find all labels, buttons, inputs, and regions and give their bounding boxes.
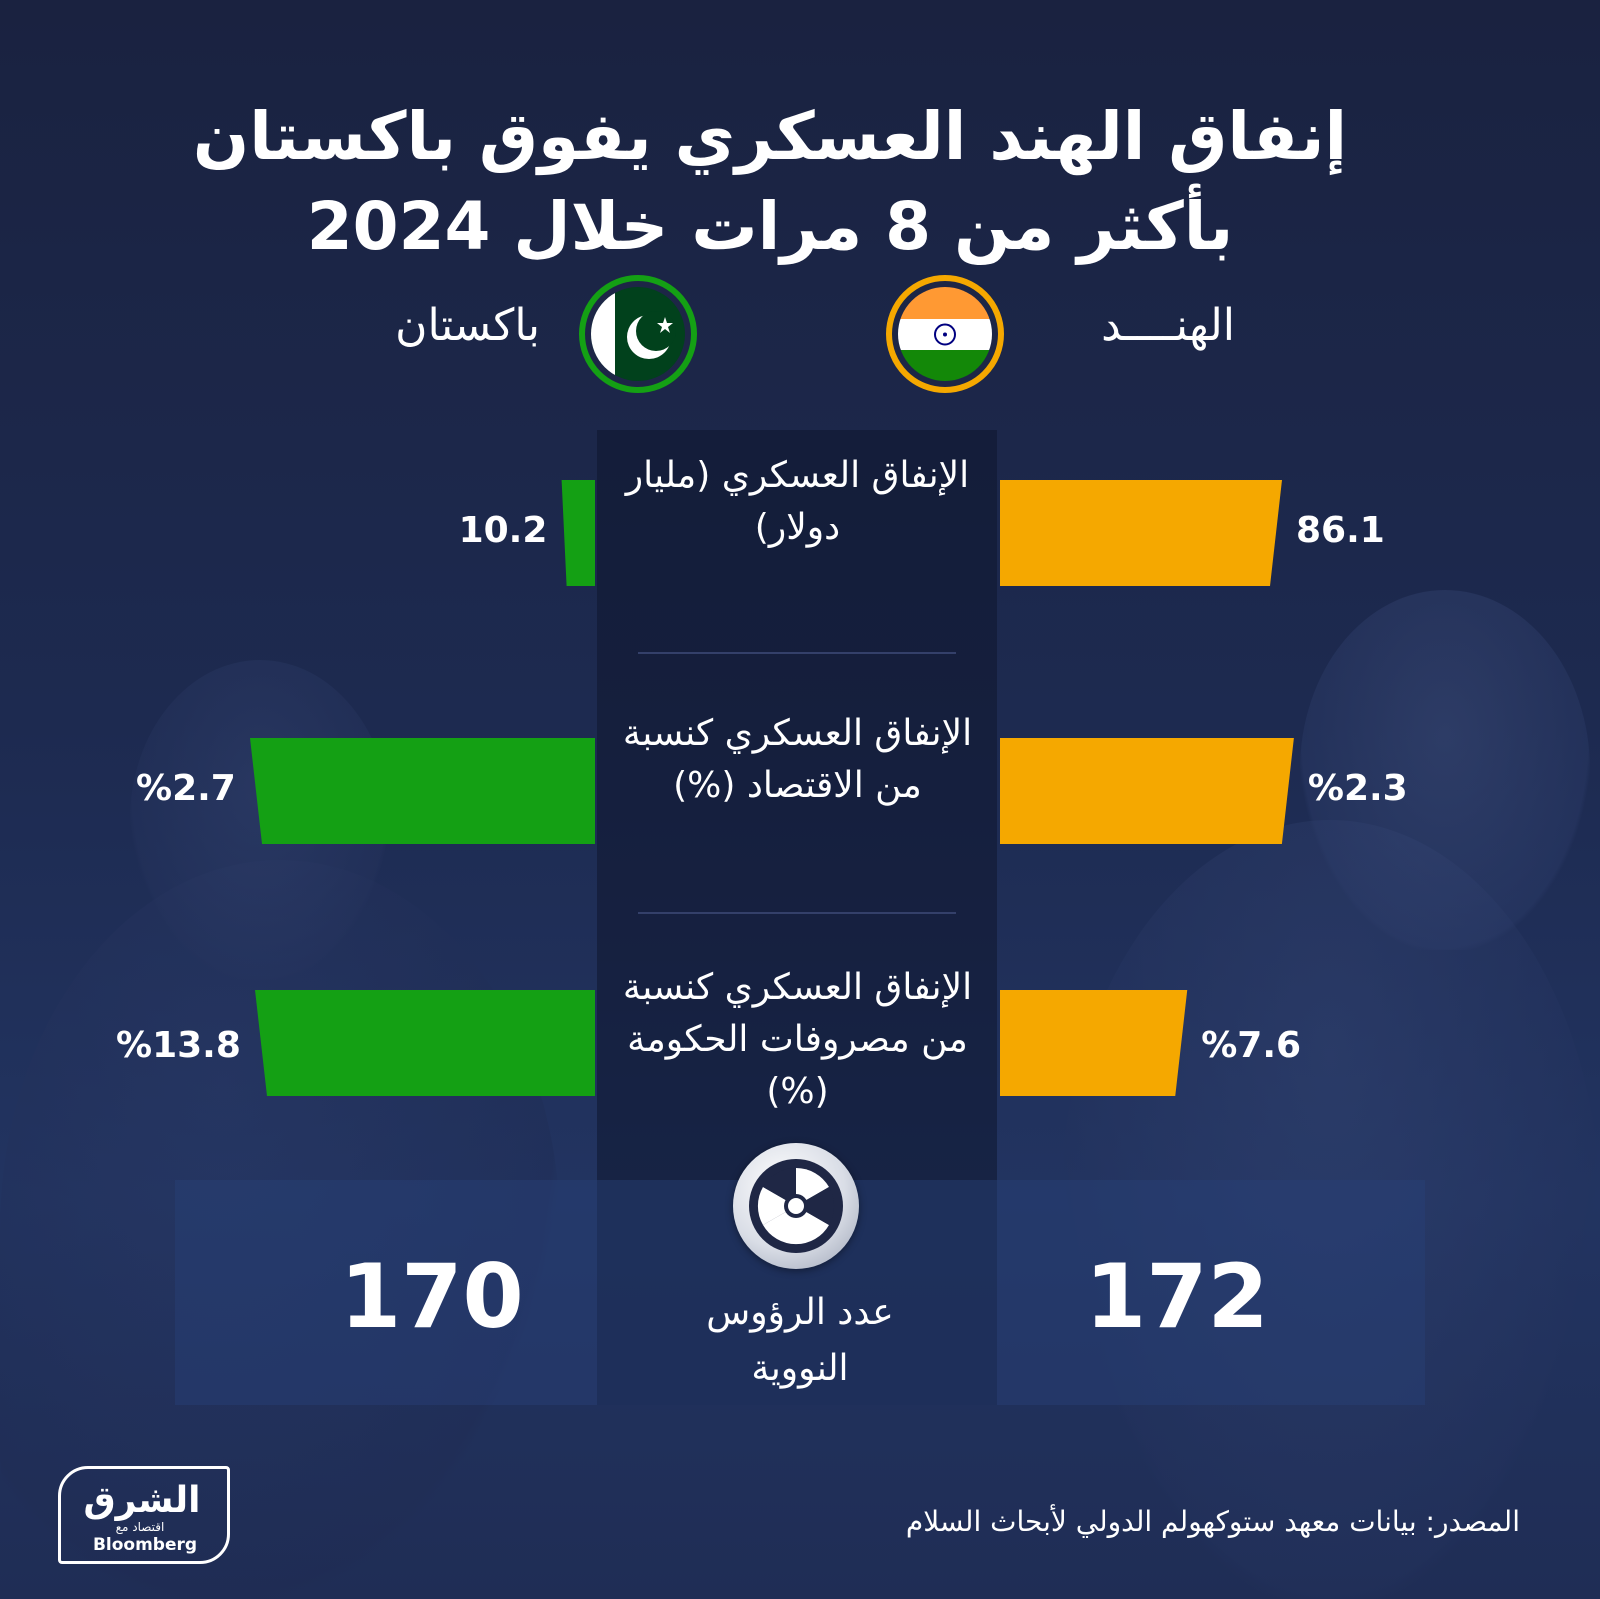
pakistan-name: باكستان bbox=[395, 300, 540, 351]
source-note: المصدر: بيانات معهد ستوكهولم الدولي لأبح… bbox=[905, 1505, 1520, 1538]
pakistan-value-gov-share: %13.8 bbox=[116, 1025, 241, 1066]
india-flag-icon bbox=[886, 275, 1004, 393]
india-value-gov-share: %7.6 bbox=[1201, 1025, 1302, 1066]
logo-arabic: الشرق bbox=[83, 1480, 201, 1521]
background-photo-right-head bbox=[1300, 590, 1590, 950]
divider-2 bbox=[638, 912, 956, 914]
metric-label-spending: الإنفاق العسكري (مليار دولار) bbox=[625, 455, 970, 548]
india-bar-2 bbox=[1000, 990, 1188, 1096]
india-value-gdp-share: %2.3 bbox=[1307, 768, 1408, 809]
background-photo-left bbox=[0, 860, 560, 1599]
india-name: الهنــــد bbox=[1101, 300, 1235, 351]
pakistan-value-spending: 10.2 bbox=[458, 510, 548, 551]
pakistan-flag-icon bbox=[579, 275, 697, 393]
logo-bloomberg: Bloomberg bbox=[92, 1535, 198, 1555]
india-value-spending: 86.1 bbox=[1296, 510, 1385, 551]
india-bar-1 bbox=[1000, 738, 1294, 844]
metric-label-gov-share: الإنفاق العسكري كنسبة من مصروفات الحكومة… bbox=[622, 967, 973, 1112]
india-bar-0 bbox=[1000, 480, 1282, 586]
logo-small-text: اقتصاد مع bbox=[115, 1520, 165, 1534]
background-photo-right bbox=[1060, 820, 1600, 1599]
pakistan-bar-2 bbox=[255, 990, 595, 1096]
divider-1 bbox=[638, 652, 956, 654]
asharq-logo bbox=[58, 1466, 230, 1564]
warheads-label: عدد الرؤوس النووية bbox=[706, 1292, 894, 1389]
radiation-icon bbox=[733, 1143, 859, 1269]
page-title: إنفاق الهند العسكري يفوق باكستان بأكثر م… bbox=[192, 98, 1348, 265]
pakistan-value-gdp-share: %2.7 bbox=[136, 768, 236, 809]
pakistan-warheads: 170 bbox=[340, 1245, 524, 1348]
india-warheads: 172 bbox=[1085, 1245, 1269, 1348]
metric-label-gdp-share: الإنفاق العسكري كنسبة من الاقتصاد (%) bbox=[622, 713, 973, 806]
pakistan-bar-0 bbox=[561, 480, 595, 586]
pakistan-bar-1 bbox=[250, 738, 595, 844]
